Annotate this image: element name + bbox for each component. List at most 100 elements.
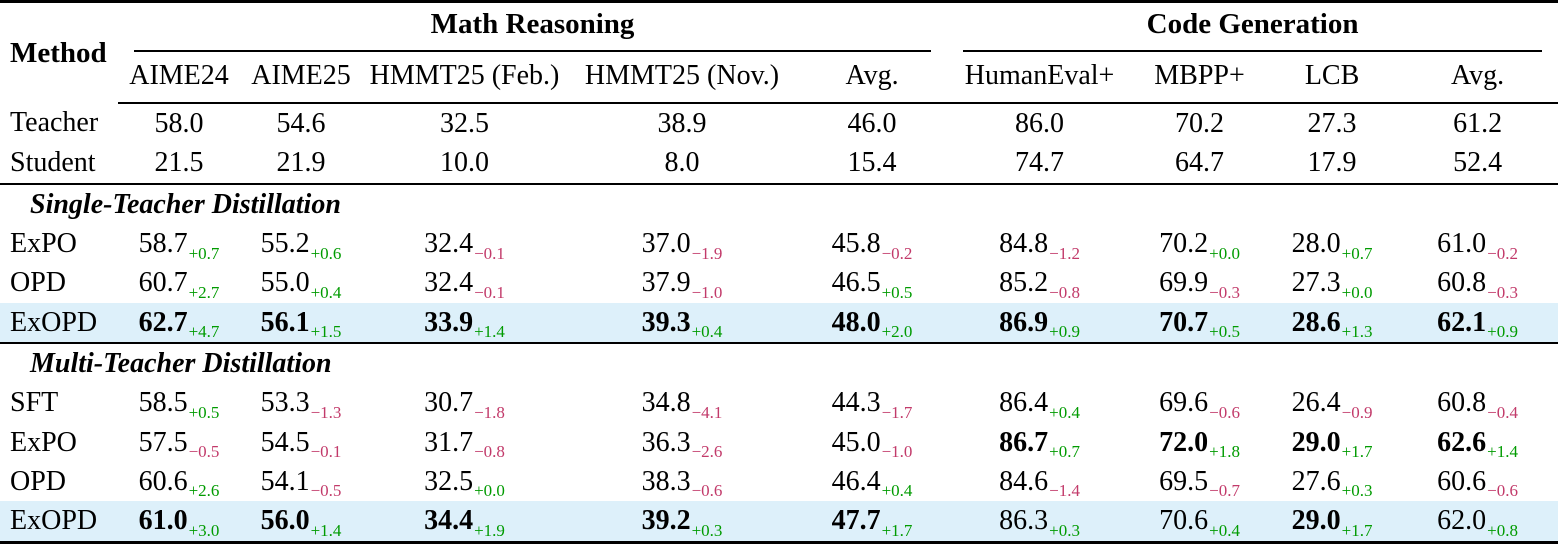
score-value: 32.4 — [424, 227, 474, 259]
delta-subscript: +0.7 — [1341, 243, 1373, 263]
value-cell: 21.5 — [118, 143, 240, 183]
score-value: 54.5 — [260, 426, 310, 458]
delta-subscript: +2.0 — [881, 322, 913, 342]
score-value: 69.5 — [1159, 465, 1209, 497]
score-value: 86.7 — [999, 426, 1049, 458]
value-cell: 60.6−0.6 — [1397, 462, 1558, 501]
table-row: ExOPD 62.7+4.7 56.1+1.5 33.9+1.4 39.3+0.4 48.… — [0, 302, 1558, 344]
score-value: 86.4 — [999, 387, 1049, 419]
delta-subscript: +2.7 — [188, 282, 220, 302]
score-value: 61.2 — [1453, 107, 1503, 139]
column-header-row: AIME24 AIME25 HMMT25 (Feb.) HMMT25 (Nov.… — [0, 52, 1558, 104]
score-value: 46.5 — [831, 267, 881, 299]
value-cell: 60.6+2.6 — [118, 462, 240, 501]
delta-subscript: −4.1 — [691, 402, 723, 422]
score-value: 72.0 — [1159, 426, 1209, 458]
score-value: 55.0 — [260, 267, 310, 299]
value-cell: 54.5−0.1 — [240, 423, 362, 462]
method-cell: Student — [10, 147, 96, 179]
delta-subscript: +0.3 — [1341, 481, 1373, 501]
delta-subscript: +3.0 — [188, 520, 220, 540]
score-value: 21.5 — [154, 147, 204, 179]
delta-subscript: +2.6 — [188, 481, 220, 501]
score-value: 62.7 — [138, 306, 188, 338]
delta-subscript: +1.4 — [310, 520, 342, 540]
delta-subscript: +1.7 — [1341, 520, 1373, 540]
score-value: 27.3 — [1291, 267, 1341, 299]
value-cell: 69.6−0.6 — [1132, 384, 1267, 423]
score-value: 37.9 — [641, 267, 691, 299]
delta-subscript: −1.9 — [691, 243, 723, 263]
value-cell: 46.0 — [797, 103, 947, 143]
value-cell: 46.5+0.5 — [797, 264, 947, 303]
group-header-math: Math Reasoning — [118, 2, 947, 52]
value-cell: 69.5−0.7 — [1132, 462, 1267, 501]
delta-subscript: −1.4 — [1049, 481, 1080, 501]
score-value: 27.3 — [1307, 107, 1357, 139]
score-value: 39.2 — [641, 505, 691, 537]
value-cell: 62.6+1.4 — [1397, 423, 1558, 462]
value-cell: 55.0+0.4 — [240, 264, 362, 303]
delta-subscript: −0.8 — [1049, 282, 1080, 302]
score-value: 52.4 — [1453, 147, 1503, 179]
score-value: 69.6 — [1159, 387, 1209, 419]
score-value: 17.9 — [1307, 147, 1357, 179]
value-cell: 27.6+0.3 — [1267, 462, 1397, 501]
delta-subscript: +1.7 — [1341, 442, 1373, 462]
table-row: ExOPD 61.0+3.0 56.0+1.4 34.4+1.9 39.2+0.3 47.… — [0, 501, 1558, 543]
score-value: 70.6 — [1159, 505, 1209, 537]
score-value: 38.9 — [657, 107, 707, 139]
group-header-row: Method Math Reasoning Code Generation — [0, 2, 1558, 69]
score-value: 62.1 — [1437, 306, 1487, 338]
value-cell: 54.1−0.5 — [240, 462, 362, 501]
value-cell: 38.9 — [567, 103, 797, 143]
delta-subscript: +1.4 — [1487, 442, 1518, 462]
value-cell: 69.9−0.3 — [1132, 264, 1267, 303]
value-cell: 44.3−1.7 — [797, 384, 947, 423]
table-row: SFT 58.5+0.5 53.3−1.3 30.7−1.8 34.8−4.1 44.3−… — [0, 384, 1558, 423]
delta-subscript: +1.5 — [310, 322, 342, 342]
table-row: ExPO 58.7+0.7 55.2+0.6 32.4−0.1 37.0−1.9 45.8… — [0, 224, 1558, 263]
delta-subscript: +0.4 — [691, 322, 723, 342]
delta-subscript: −0.7 — [1209, 481, 1240, 501]
score-value: 74.7 — [1015, 147, 1065, 179]
col-header-hmmt25-nov: HMMT25 (Nov.) — [567, 52, 797, 104]
score-value: 86.3 — [999, 505, 1049, 537]
table-header: Method Math Reasoning Code Generation AI… — [0, 2, 1558, 104]
score-value: 54.6 — [276, 107, 326, 139]
value-cell: 15.4 — [797, 143, 947, 183]
score-value: 21.9 — [276, 147, 326, 179]
section-title: Multi-Teacher Distillation — [0, 342, 1558, 384]
method-column-header: Method — [10, 36, 107, 69]
score-value: 36.3 — [641, 426, 691, 458]
score-value: 39.3 — [641, 306, 691, 338]
table-body: Teacher 58.0 54.6 32.5 38.9 46.0 86.0 70.2 27.3 6… — [0, 103, 1558, 543]
score-value: 27.6 — [1291, 465, 1341, 497]
delta-subscript: +0.3 — [1049, 520, 1080, 540]
score-value: 45.0 — [831, 426, 881, 458]
method-cell: ExPO — [10, 426, 77, 458]
delta-subscript: +0.9 — [1049, 322, 1080, 342]
delta-subscript: −2.6 — [691, 442, 723, 462]
delta-subscript: −0.6 — [1209, 402, 1240, 422]
delta-subscript: +0.5 — [188, 402, 220, 422]
value-cell: 34.8−4.1 — [567, 384, 797, 423]
value-cell: 54.6 — [240, 103, 362, 143]
value-cell: 74.7 — [947, 143, 1132, 183]
delta-subscript: +0.4 — [310, 282, 342, 302]
value-cell: 64.7 — [1132, 143, 1267, 183]
value-cell: 27.3+0.0 — [1267, 264, 1397, 303]
table-row: Teacher 58.0 54.6 32.5 38.9 46.0 86.0 70.2 27.3 6… — [0, 103, 1558, 143]
score-value: 70.2 — [1159, 227, 1209, 259]
value-cell: 86.7+0.7 — [947, 423, 1132, 462]
col-header-lcb: LCB — [1267, 52, 1398, 104]
value-cell: 85.2−0.8 — [947, 264, 1132, 303]
value-cell: 56.0+1.4 — [240, 501, 362, 542]
score-value: 56.0 — [260, 505, 310, 537]
value-cell: 30.7−1.8 — [362, 384, 567, 423]
score-value: 8.0 — [664, 147, 700, 179]
delta-subscript: +1.7 — [881, 520, 913, 540]
value-cell: 86.0 — [947, 103, 1132, 143]
score-value: 48.0 — [831, 306, 881, 338]
